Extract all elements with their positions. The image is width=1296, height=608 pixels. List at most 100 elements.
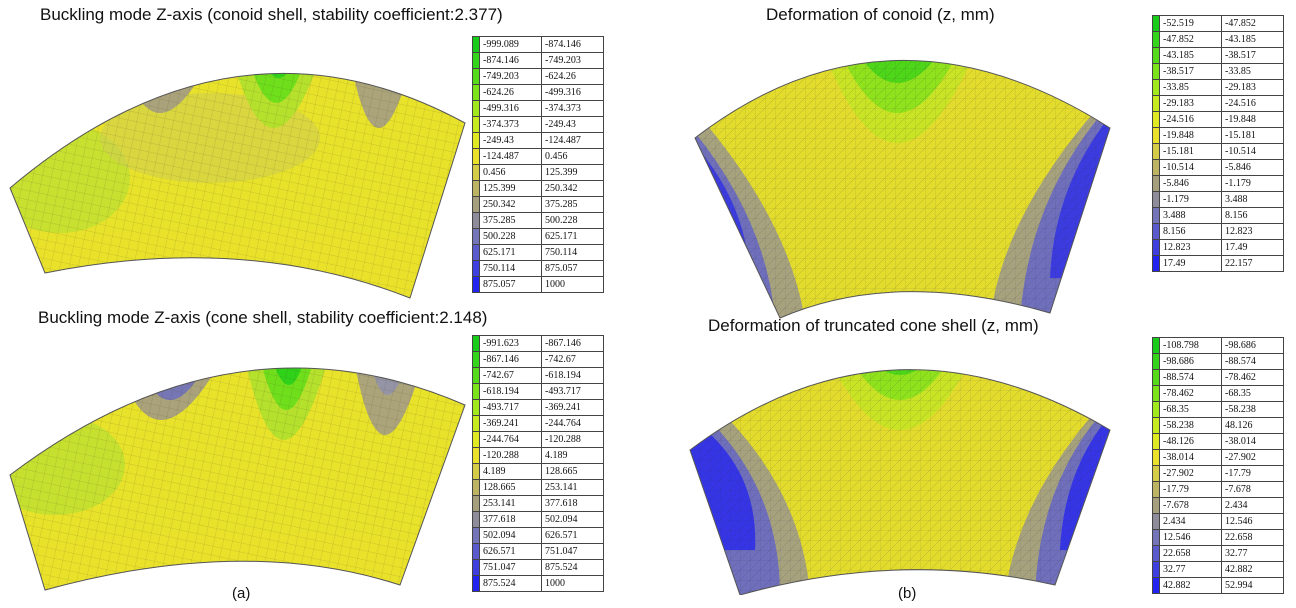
legend-range-from: -68.35 (1159, 401, 1222, 418)
legend-range-to: -1.179 (1221, 175, 1284, 192)
legend-swatch (472, 84, 480, 101)
legend-range-to: -15.181 (1221, 127, 1284, 144)
caption-a: (a) (232, 585, 251, 602)
legend-range-to: 375.285 (541, 196, 604, 213)
legend-range-to: -244.764 (541, 415, 604, 432)
legend-range-from: -991.623 (479, 335, 542, 352)
legend-row: -374.373 -249.43 (472, 116, 604, 133)
legend-row: -48.126 -38.014 (1152, 433, 1284, 450)
legend-range-to: -43.185 (1221, 31, 1284, 48)
legend-swatch (1152, 385, 1160, 402)
legend-range-from: -999.089 (479, 36, 542, 53)
legend-deformation-cone: -108.798 -98.686 -98.686 -88.574 -88.574 -78.… (1152, 337, 1284, 594)
legend-swatch (1152, 337, 1160, 354)
legend-range-from: 22.658 (1159, 545, 1222, 562)
legend-swatch (472, 575, 480, 592)
legend-swatch (1152, 465, 1160, 482)
legend-range-from: 17.49 (1159, 255, 1222, 272)
legend-row: 377.618 502.094 (472, 511, 604, 528)
legend-swatch (1152, 79, 1160, 96)
legend-swatch (1152, 63, 1160, 80)
legend-swatch (472, 164, 480, 181)
legend-swatch (472, 559, 480, 576)
legend-row: -38.014 -27.902 (1152, 449, 1284, 466)
legend-range-to: 1000 (541, 575, 604, 592)
legend-range-to: 502.094 (541, 511, 604, 528)
legend-row: 500.228 625.171 (472, 228, 604, 245)
legend-row: -68.35 -58.238 (1152, 401, 1284, 418)
legend-row: -867.146 -742.67 (472, 351, 604, 368)
legend-row: -624.26 -499.316 (472, 84, 604, 101)
legend-swatch (472, 212, 480, 229)
legend-range-to: 625.171 (541, 228, 604, 245)
legend-row: -27.902 -17.79 (1152, 465, 1284, 482)
legend-range-from: -38.014 (1159, 449, 1222, 466)
legend-row: -15.181 -10.514 (1152, 143, 1284, 160)
legend-range-to: 12.823 (1221, 223, 1284, 240)
legend-range-from: -749.203 (479, 68, 542, 85)
legend-swatch (1152, 433, 1160, 450)
legend-swatch (472, 100, 480, 117)
legend-row: -47.852 -43.185 (1152, 31, 1284, 48)
legend-row: -499.316 -374.373 (472, 100, 604, 117)
legend-range-from: 875.057 (479, 276, 542, 293)
legend-row: -249.43 -124.487 (472, 132, 604, 149)
legend-swatch (472, 367, 480, 384)
legend-range-from: -5.846 (1159, 175, 1222, 192)
legend-swatch (1152, 31, 1160, 48)
legend-range-to: 875.524 (541, 559, 604, 576)
legend-row: 42.882 52.994 (1152, 577, 1284, 594)
legend-range-from: 875.524 (479, 575, 542, 592)
legend-range-from: -1.179 (1159, 191, 1222, 208)
legend-range-to: -249.43 (541, 116, 604, 133)
legend-range-to: 3.488 (1221, 191, 1284, 208)
legend-range-from: 42.882 (1159, 577, 1222, 594)
legend-range-from: 253.141 (479, 495, 542, 512)
legend-row: 751.047 875.524 (472, 559, 604, 576)
legend-row: 625.171 750.114 (472, 244, 604, 261)
legend-swatch (1152, 239, 1160, 256)
legend-swatch (1152, 449, 1160, 466)
legend-row: -17.79 -7.678 (1152, 481, 1284, 498)
legend-range-to: 52.994 (1221, 577, 1284, 594)
legend-row: 12.546 22.658 (1152, 529, 1284, 546)
legend-range-to: -10.514 (1221, 143, 1284, 160)
legend-range-to: -742.67 (541, 351, 604, 368)
legend-buckling-conoid: -999.089 -874.146 -874.146 -749.203 -749.203… (472, 36, 604, 293)
legend-range-from: 8.156 (1159, 223, 1222, 240)
legend-range-from: -48.126 (1159, 433, 1222, 450)
legend-range-from: 377.618 (479, 511, 542, 528)
legend-row: 32.77 42.882 (1152, 561, 1284, 578)
legend-range-from: -29.183 (1159, 95, 1222, 112)
legend-range-from: 750.114 (479, 260, 542, 277)
legend-range-from: -874.146 (479, 52, 542, 69)
legend-range-from: -624.26 (479, 84, 542, 101)
legend-row: -5.846 -1.179 (1152, 175, 1284, 192)
legend-row: 8.156 12.823 (1152, 223, 1284, 240)
legend-range-to: -124.487 (541, 132, 604, 149)
legend-row: -493.717 -369.241 (472, 399, 604, 416)
legend-range-from: -244.764 (479, 431, 542, 448)
legend-swatch (1152, 577, 1160, 594)
legend-swatch (472, 228, 480, 245)
legend-range-to: 626.571 (541, 527, 604, 544)
legend-range-to: -33.85 (1221, 63, 1284, 80)
legend-range-to: 128.665 (541, 463, 604, 480)
legend-row: 0.456 125.399 (472, 164, 604, 181)
legend-range-from: -7.678 (1159, 497, 1222, 514)
contour-plot-deformation-cone (689, 369, 1111, 595)
legend-range-from: -742.67 (479, 367, 542, 384)
legend-range-from: 3.488 (1159, 207, 1222, 224)
legend-swatch (1152, 545, 1160, 562)
legend-range-to: -38.517 (1221, 47, 1284, 64)
legend-row: -244.764 -120.288 (472, 431, 604, 448)
legend-swatch (1152, 159, 1160, 176)
legend-range-from: 751.047 (479, 559, 542, 576)
legend-range-from: -88.574 (1159, 369, 1222, 386)
legend-range-to: 377.618 (541, 495, 604, 512)
legend-range-from: -124.487 (479, 148, 542, 165)
legend-row: -874.146 -749.203 (472, 52, 604, 69)
legend-range-to: 12.546 (1221, 513, 1284, 530)
legend-row: -991.623 -867.146 (472, 335, 604, 352)
legend-swatch (472, 68, 480, 85)
